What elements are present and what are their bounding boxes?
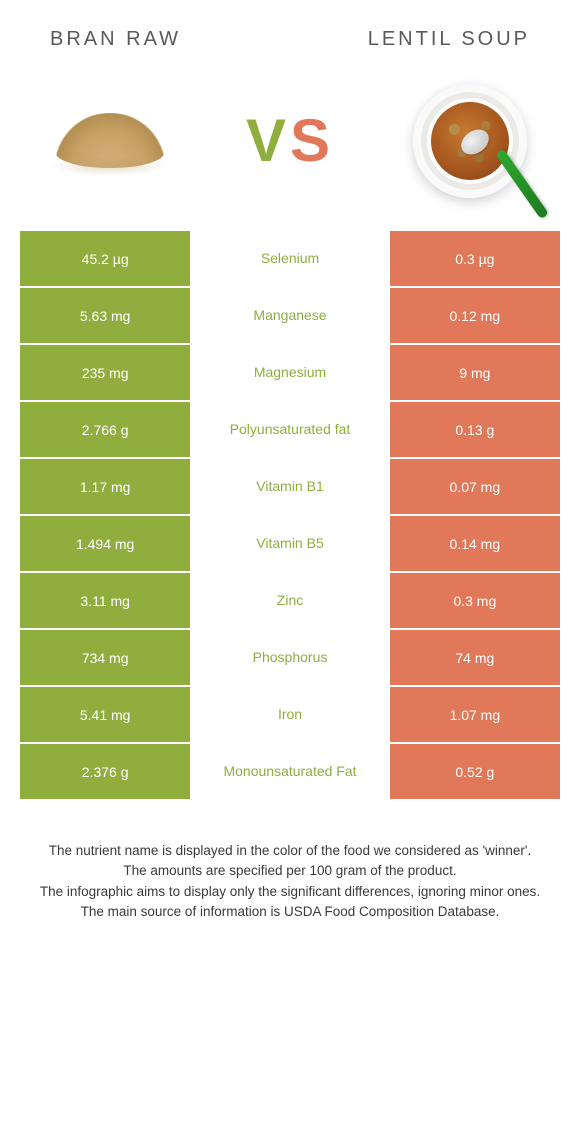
left-value: 2.766 g bbox=[20, 402, 190, 457]
right-value: 0.13 g bbox=[390, 402, 560, 457]
left-value: 2.376 g bbox=[20, 744, 190, 799]
footer-line-4: The main source of information is USDA F… bbox=[30, 902, 550, 922]
nutrient-row: 2.766 gPolyunsaturated fat0.13 g bbox=[20, 402, 560, 457]
right-value: 0.12 mg bbox=[390, 288, 560, 343]
nutrient-name: Polyunsaturated fat bbox=[190, 402, 389, 457]
header: Bran raw Lentil soup bbox=[0, 0, 580, 61]
nutrient-row: 235 mgMagnesium9 mg bbox=[20, 345, 560, 400]
bran-image bbox=[40, 71, 180, 211]
nutrient-row: 45.2 µgSelenium0.3 µg bbox=[20, 231, 560, 286]
right-food-title: Lentil soup bbox=[368, 28, 530, 51]
left-value: 5.41 mg bbox=[20, 687, 190, 742]
left-value: 734 mg bbox=[20, 630, 190, 685]
right-value: 0.3 mg bbox=[390, 573, 560, 628]
footer-line-3: The infographic aims to display only the… bbox=[30, 882, 550, 902]
nutrient-name: Manganese bbox=[190, 288, 389, 343]
left-value: 3.11 mg bbox=[20, 573, 190, 628]
bran-pile-icon bbox=[55, 106, 165, 176]
vs-label: VS bbox=[246, 111, 334, 171]
nutrient-row: 1.494 mgVitamin B50.14 mg bbox=[20, 516, 560, 571]
nutrient-name: Monounsaturated Fat bbox=[190, 744, 389, 799]
left-value: 5.63 mg bbox=[20, 288, 190, 343]
nutrient-row: 3.11 mgZinc0.3 mg bbox=[20, 573, 560, 628]
left-food-title: Bran raw bbox=[50, 28, 181, 51]
left-value: 1.494 mg bbox=[20, 516, 190, 571]
soup-image bbox=[400, 71, 540, 211]
nutrient-row: 2.376 gMonounsaturated Fat0.52 g bbox=[20, 744, 560, 799]
left-value: 235 mg bbox=[20, 345, 190, 400]
right-value: 0.52 g bbox=[390, 744, 560, 799]
left-value: 45.2 µg bbox=[20, 231, 190, 286]
right-value: 1.07 mg bbox=[390, 687, 560, 742]
nutrient-row: 5.41 mgIron1.07 mg bbox=[20, 687, 560, 742]
nutrient-name: Zinc bbox=[190, 573, 389, 628]
nutrient-name: Phosphorus bbox=[190, 630, 389, 685]
right-value: 9 mg bbox=[390, 345, 560, 400]
nutrient-row: 1.17 mgVitamin B10.07 mg bbox=[20, 459, 560, 514]
nutrient-table: 45.2 µgSelenium0.3 µg5.63 mgManganese0.1… bbox=[0, 231, 580, 799]
right-value: 0.07 mg bbox=[390, 459, 560, 514]
right-value: 74 mg bbox=[390, 630, 560, 685]
vs-letter-s: S bbox=[290, 111, 334, 171]
nutrient-name: Magnesium bbox=[190, 345, 389, 400]
nutrient-name: Iron bbox=[190, 687, 389, 742]
nutrient-name: Vitamin B1 bbox=[190, 459, 389, 514]
right-value: 0.3 µg bbox=[390, 231, 560, 286]
footer-line-1: The nutrient name is displayed in the co… bbox=[30, 841, 550, 861]
nutrient-name: Vitamin B5 bbox=[190, 516, 389, 571]
footer-line-2: The amounts are specified per 100 gram o… bbox=[30, 861, 550, 881]
vs-row: VS bbox=[0, 61, 580, 231]
footer-notes: The nutrient name is displayed in the co… bbox=[0, 801, 580, 922]
left-value: 1.17 mg bbox=[20, 459, 190, 514]
nutrient-row: 734 mgPhosphorus74 mg bbox=[20, 630, 560, 685]
nutrient-name: Selenium bbox=[190, 231, 389, 286]
soup-bowl-icon bbox=[405, 76, 535, 206]
vs-letter-v: V bbox=[246, 111, 290, 171]
nutrient-row: 5.63 mgManganese0.12 mg bbox=[20, 288, 560, 343]
right-value: 0.14 mg bbox=[390, 516, 560, 571]
